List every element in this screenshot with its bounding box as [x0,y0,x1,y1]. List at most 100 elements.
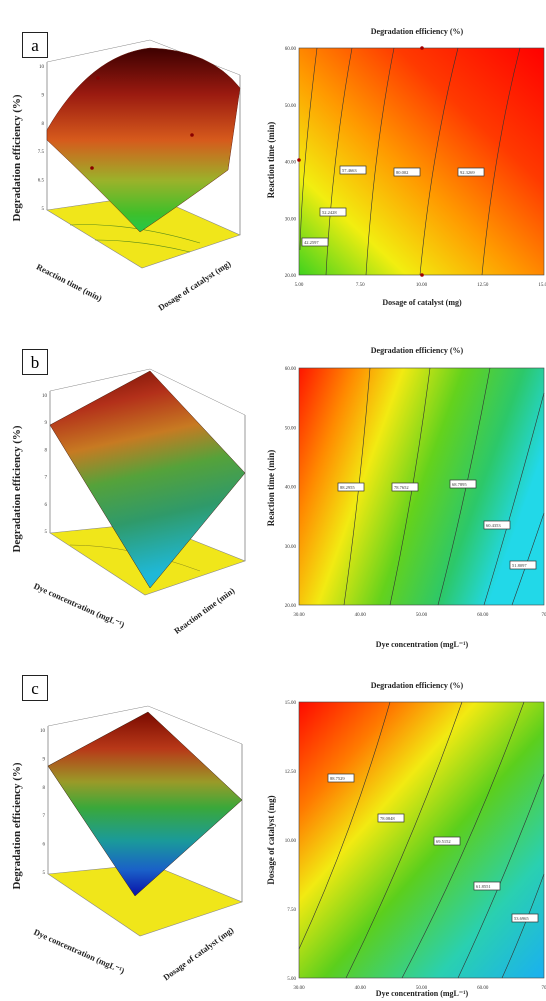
svg-text:88.2955: 88.2955 [340,485,355,490]
y-tick-a-4: 60.00 [285,47,297,52]
z-tick-a-1: 6.5 [38,179,45,184]
y-tick-b-4: 60.00 [285,367,297,372]
x-tick-a-4: 15.00 [538,283,546,288]
y-tick-b-1: 30.00 [285,545,297,550]
contour-plot-area-a [298,47,545,276]
contour-svg-a: Degradation efficiency (%) 42.2597 52.24… [266,27,546,307]
z-tick-b-1: 6 [45,503,48,508]
x-tick-a-3: 12.50 [477,283,489,288]
z-axis-label-b: Degradation efficiency (%) [11,425,23,552]
contour-plot-area-c [298,701,545,979]
z-tick-b-2: 7 [45,476,48,481]
contour-plot-c: Degradation efficiency (%) 88.7529 78.08… [262,664,546,1001]
z-tick-a-2: 7.5 [38,150,45,155]
svg-text:92.3269: 92.3269 [460,170,475,175]
y-tick-a-0: 20.00 [285,274,297,279]
contour-plot-a: Degradation efficiency (%) 42.2597 52.24… [262,0,546,330]
svg-text:80.002: 80.002 [396,170,408,175]
svg-text:68.7895: 68.7895 [452,482,467,487]
contour-label-a-2: 52.2428 [319,207,347,217]
x-tick-b-0: 30.00 [293,613,305,618]
y-tick-b-3: 50.00 [285,426,297,431]
contour-label-a-3: 57.4663 [339,165,367,175]
x-tick-b-2: 50.00 [416,613,428,618]
contour-ylabel-c: Dosage of catalyst (mg) [266,795,276,884]
x-tick-a-0: 5.00 [295,283,304,288]
x-tick-c-1: 40.00 [355,986,367,991]
contour-label-a-5: 92.3269 [457,167,485,177]
contour-label-c-4: 61.8551 [473,881,501,891]
z-tick-a-0: 5 [42,207,45,212]
contour-title-b: Degradation efficiency (%) [371,346,464,355]
y-tick-a-1: 30.00 [285,217,297,222]
y-tick-c-2: 10.00 [285,839,297,844]
svg-text:51.8097: 51.8097 [512,563,527,568]
panel-label-c: c [22,675,48,701]
contour-label-b-3: 68.7895 [449,479,477,489]
surface-plot-b: Degradation efficiency (%) Dye concentra… [0,333,265,661]
surface-svg-b: Degradation efficiency (%) Dye concentra… [11,368,246,636]
contour-label-c-5: 53.6965 [511,913,539,923]
panel-c: Degradation efficiency (%) Dye concentra… [0,664,546,1001]
contour-svg-b: Degradation efficiency (%) 88.2955 78.76… [266,346,546,649]
contour-plot-area-b [298,367,545,606]
contour-ylabel-b: Reaction time (min) [266,450,276,526]
panel-label-b: b [22,349,48,375]
y-axis-label-c: Dosage of catalyst (mg) [161,925,235,983]
y-axis-label-a: Dosage of catalyst (mg) [156,258,232,312]
y-tick-a-3: 50.00 [285,104,297,109]
svg-text:52.2428: 52.2428 [322,210,337,215]
contour-label-c-3: 69.5152 [433,836,461,846]
y-tick-b-2: 40.00 [285,486,297,491]
z-tick-b-4: 9 [45,421,48,426]
contour-label-b-4: 60.4353 [483,520,511,530]
contour-label-c-2: 78.0848 [377,813,405,823]
contour-plot-b: Degradation efficiency (%) 88.2955 78.76… [262,333,546,661]
z-tick-a-3: 8 [42,122,45,127]
contour-title-c: Degradation efficiency (%) [371,681,464,690]
svg-text:78.7652: 78.7652 [394,485,409,490]
y-tick-a-2: 40.00 [285,161,297,166]
z-tick-c-5: 10 [40,729,46,734]
x-tick-c-0: 30.00 [293,986,305,991]
z-tick-c-4: 9 [43,757,46,762]
x-tick-c-3: 60.00 [477,986,489,991]
contour-label-c-1: 88.7529 [327,773,355,783]
x-tick-c-2: 50.00 [416,986,428,991]
z-tick-c-2: 7 [43,814,46,819]
x-tick-a-2: 10.00 [416,283,428,288]
y-axis-label-b: Reaction time (min) [172,585,236,636]
svg-text:57.4663: 57.4663 [342,168,357,173]
contour-label-b-2: 78.7652 [391,482,419,492]
svg-text:42.2597: 42.2597 [304,240,319,245]
z-tick-c-3: 8 [43,786,46,791]
x-tick-c-4: 70 [542,986,546,991]
svg-text:53.6965: 53.6965 [514,916,529,921]
svg-text:78.0848: 78.0848 [380,816,395,821]
x-axis-label-b: Dye concentration (mgL⁻¹) [32,581,126,630]
x-tick-b-3: 60.00 [477,613,489,618]
contour-xlabel-a: Dosage of catalyst (mg) [382,298,462,307]
x-tick-b-1: 40.00 [355,613,367,618]
contour-xlabel-c: Dye concentration (mgL⁻¹) [376,989,469,998]
z-tick-c-1: 6 [43,843,46,848]
svg-text:69.5152: 69.5152 [436,839,451,844]
z-tick-a-5: 10 [39,65,45,70]
surface-svg-a: 5 6.5 7.5 8 9 10 Degradation efficiency (%) R… [11,39,241,313]
z-axis-label-c: Degradation efficiency (%) [11,762,23,889]
contour-label-a-4: 80.002 [393,167,421,177]
x-axis-label-c: Dye concentration (mgL⁻¹) [32,927,126,976]
z-axis-label-a: Degradation efficiency (%) [11,94,23,221]
surface-svg-c: Degradation efficiency (%) Dye concentra… [11,705,243,983]
svg-text:60.4353: 60.4353 [486,523,501,528]
contour-xlabel-b: Dye concentration (mgL⁻¹) [376,640,469,649]
z-tick-a-4: 9 [42,93,45,98]
z-tick-b-0: 5 [45,530,48,535]
panel-a: 5 6.5 7.5 8 9 10 Degradation efficiency (%) R… [0,0,546,330]
y-tick-c-1: 7.50 [287,908,296,913]
contour-svg-c: Degradation efficiency (%) 88.7529 78.08… [266,681,546,998]
y-tick-c-3: 12.50 [285,770,297,775]
panel-label-a: a [22,32,48,58]
contour-label-b-5: 51.8097 [509,560,537,570]
y-tick-b-0: 20.00 [285,604,297,609]
